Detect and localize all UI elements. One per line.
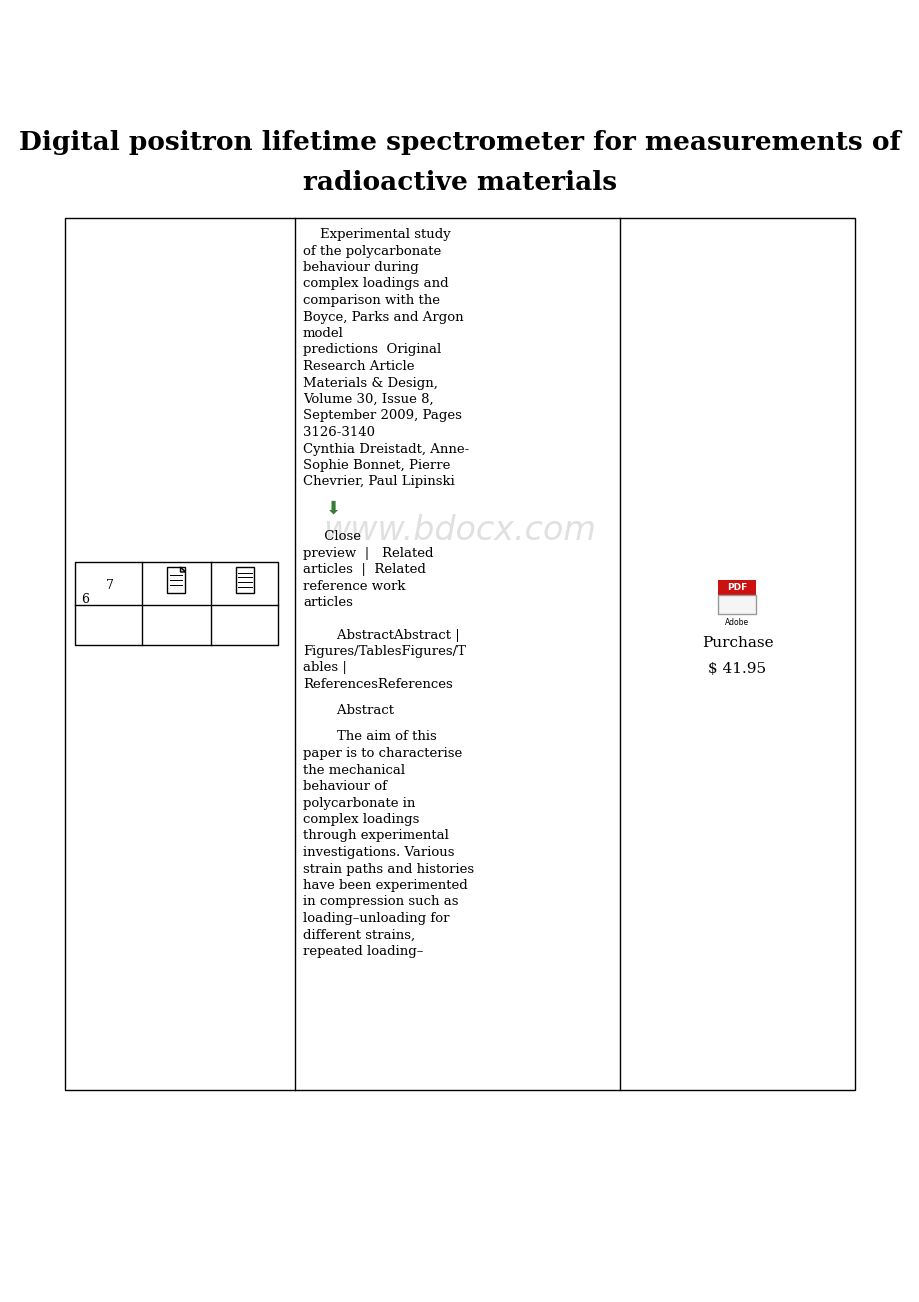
Text: the mechanical: the mechanical <box>302 763 404 776</box>
Text: ReferencesReferences: ReferencesReferences <box>302 678 452 691</box>
Text: behaviour during: behaviour during <box>302 260 418 273</box>
Text: 6: 6 <box>81 592 89 605</box>
Text: Chevrier, Paul Lipinski: Chevrier, Paul Lipinski <box>302 475 454 488</box>
Text: Purchase: Purchase <box>701 635 773 650</box>
Text: Volume 30, Issue 8,: Volume 30, Issue 8, <box>302 393 433 406</box>
Text: Sophie Bonnet, Pierre: Sophie Bonnet, Pierre <box>302 460 450 473</box>
Text: The aim of this: The aim of this <box>302 730 437 743</box>
Text: model: model <box>302 327 344 340</box>
Text: different strains,: different strains, <box>302 928 414 941</box>
Text: Figures/TablesFigures/T: Figures/TablesFigures/T <box>302 644 465 658</box>
Polygon shape <box>180 566 186 572</box>
Text: of the polycarbonate: of the polycarbonate <box>302 245 441 258</box>
Text: Adobe: Adobe <box>725 618 749 628</box>
Text: September 2009, Pages: September 2009, Pages <box>302 410 461 423</box>
Text: loading–unloading for: loading–unloading for <box>302 911 449 924</box>
Text: Research Article: Research Article <box>302 359 414 372</box>
Text: paper is to characterise: paper is to characterise <box>302 747 461 760</box>
Text: investigations. Various: investigations. Various <box>302 846 454 859</box>
Text: complex loadings: complex loadings <box>302 812 419 825</box>
Text: articles  |  Related: articles | Related <box>302 562 425 575</box>
Text: reference work: reference work <box>302 579 405 592</box>
Bar <box>167 566 186 592</box>
Text: polycarbonate in: polycarbonate in <box>302 797 414 810</box>
Bar <box>718 579 755 595</box>
Bar <box>718 595 755 615</box>
Text: preview  |   Related: preview | Related <box>302 547 433 560</box>
Text: Materials & Design,: Materials & Design, <box>302 376 437 389</box>
Text: ⬇: ⬇ <box>325 500 340 518</box>
Text: through experimental: through experimental <box>302 829 448 842</box>
Text: AbstractAbstract |: AbstractAbstract | <box>302 629 460 642</box>
Text: articles: articles <box>302 596 353 609</box>
Text: in compression such as: in compression such as <box>302 896 458 909</box>
Text: ables |: ables | <box>302 661 346 674</box>
Text: Abstract: Abstract <box>302 704 393 717</box>
Text: strain paths and histories: strain paths and histories <box>302 862 473 875</box>
Bar <box>75 562 278 644</box>
Bar <box>235 566 254 592</box>
Text: repeated loading–: repeated loading– <box>302 945 423 958</box>
Text: complex loadings and: complex loadings and <box>302 277 448 290</box>
Text: 3126-3140: 3126-3140 <box>302 426 375 439</box>
Text: behaviour of: behaviour of <box>302 780 387 793</box>
Text: radioactive materials: radioactive materials <box>302 171 617 195</box>
Text: predictions  Original: predictions Original <box>302 344 441 357</box>
Text: have been experimented: have been experimented <box>302 879 467 892</box>
Text: Digital positron lifetime spectrometer for measurements of: Digital positron lifetime spectrometer f… <box>19 130 900 155</box>
Text: www.bdocx.com: www.bdocx.com <box>323 513 596 547</box>
Bar <box>65 217 854 1090</box>
Text: Boyce, Parks and Argon: Boyce, Parks and Argon <box>302 310 463 323</box>
Text: Close: Close <box>302 530 360 543</box>
Text: PDF: PDF <box>727 583 747 592</box>
Text: Cynthia Dreistadt, Anne-: Cynthia Dreistadt, Anne- <box>302 443 469 456</box>
Text: comparison with the: comparison with the <box>302 294 439 307</box>
Text: 7: 7 <box>106 579 113 591</box>
Text: $ 41.95: $ 41.95 <box>708 661 766 676</box>
Text: Experimental study: Experimental study <box>302 228 450 241</box>
